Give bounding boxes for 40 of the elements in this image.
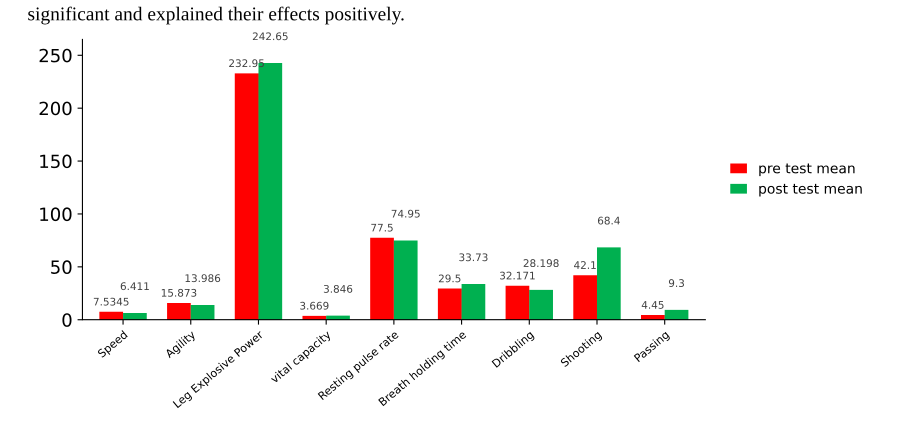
legend-label: post test mean [759, 184, 862, 196]
data-label: 3.846 [324, 284, 352, 293]
y-tick-label: 50 [51, 260, 72, 274]
legend-label: pre test mean [759, 163, 855, 176]
data-label: 242.65 [252, 32, 288, 40]
y-tick-label: 200 [40, 102, 72, 116]
data-label: 15.873 [162, 288, 196, 297]
data-label: 42.1 [574, 261, 596, 269]
text: significant and explained their effects positively. [28, 6, 404, 24]
bar [462, 284, 486, 320]
bar [123, 312, 147, 320]
data-label: 32.171 [500, 272, 535, 280]
data-label: 74.95 [392, 210, 420, 218]
bar [167, 302, 191, 320]
data-label: 29.5 [438, 274, 460, 282]
data-label: 4.45 [642, 301, 664, 309]
bar [234, 73, 258, 320]
data-label: 33.73 [459, 253, 488, 262]
bar [573, 275, 597, 320]
data-label: 232.95 [229, 59, 264, 68]
data-label: 6.411 [120, 282, 149, 290]
bar [506, 286, 530, 320]
bar [438, 288, 462, 320]
bar [529, 290, 553, 320]
bar [394, 240, 418, 320]
y-tick-label: 150 [40, 154, 72, 168]
y-tick-label: 0 [62, 313, 72, 327]
data-label: 77.5 [371, 224, 393, 232]
y-tick-label: 250 [40, 48, 72, 62]
bar [190, 304, 214, 320]
data-label: 68.4 [598, 216, 620, 225]
bar [664, 310, 688, 320]
bar [596, 247, 621, 320]
data-label: 3.669 [300, 302, 329, 310]
data-label: 28.198 [524, 259, 559, 268]
data-label: 9.3 [668, 279, 684, 288]
data-label: 7.5345 [94, 298, 129, 306]
y-tick-label: 100 [40, 207, 72, 222]
bar [370, 238, 394, 320]
data-label: 13.986 [186, 274, 220, 282]
